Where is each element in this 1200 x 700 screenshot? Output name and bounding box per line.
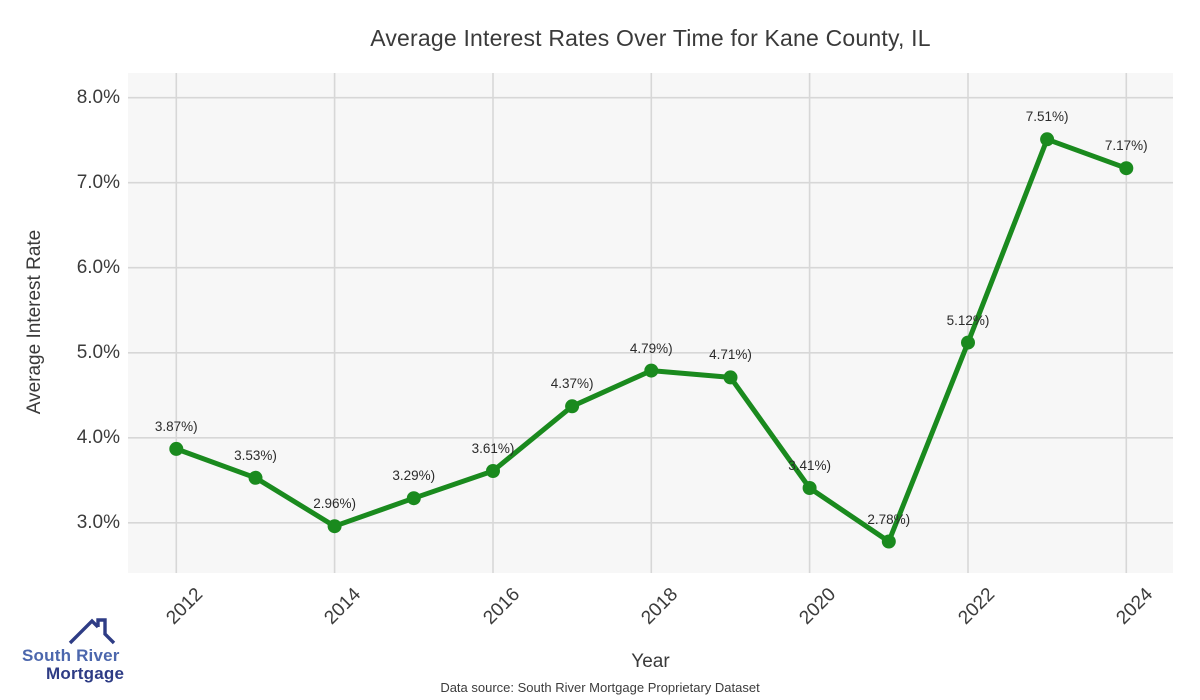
data-point xyxy=(327,519,342,534)
y-tick-label: 4.0% xyxy=(76,426,120,448)
data-point xyxy=(406,491,421,506)
y-tick-label: 6.0% xyxy=(76,256,120,278)
y-tick-label: 7.0% xyxy=(76,171,120,193)
data-point xyxy=(881,534,896,549)
data-point xyxy=(961,335,975,350)
company-logo: South River Mortgage xyxy=(22,618,132,684)
plot-canvas xyxy=(128,73,1173,573)
data-point xyxy=(169,441,184,456)
data-source-caption: Data source: South River Mortgage Propri… xyxy=(440,680,760,695)
data-point xyxy=(723,370,738,385)
chart-title: Average Interest Rates Over Time for Kan… xyxy=(370,25,931,51)
data-point xyxy=(1040,132,1055,147)
x-axis-title: Year xyxy=(631,651,670,672)
data-point xyxy=(1119,161,1134,176)
plot-area xyxy=(128,73,1173,573)
data-point xyxy=(248,470,263,485)
data-point xyxy=(565,399,580,414)
data-point xyxy=(802,481,817,495)
data-point xyxy=(486,464,500,478)
data-point xyxy=(644,363,659,378)
logo-text-line2: Mortgage xyxy=(46,664,125,683)
y-tick-label: 3.0% xyxy=(76,511,120,533)
logo-text-line1: South River xyxy=(22,646,120,665)
house-roof-icon xyxy=(68,618,116,645)
y-tick-label: 5.0% xyxy=(76,341,120,363)
y-tick-label: 8.0% xyxy=(76,86,120,108)
